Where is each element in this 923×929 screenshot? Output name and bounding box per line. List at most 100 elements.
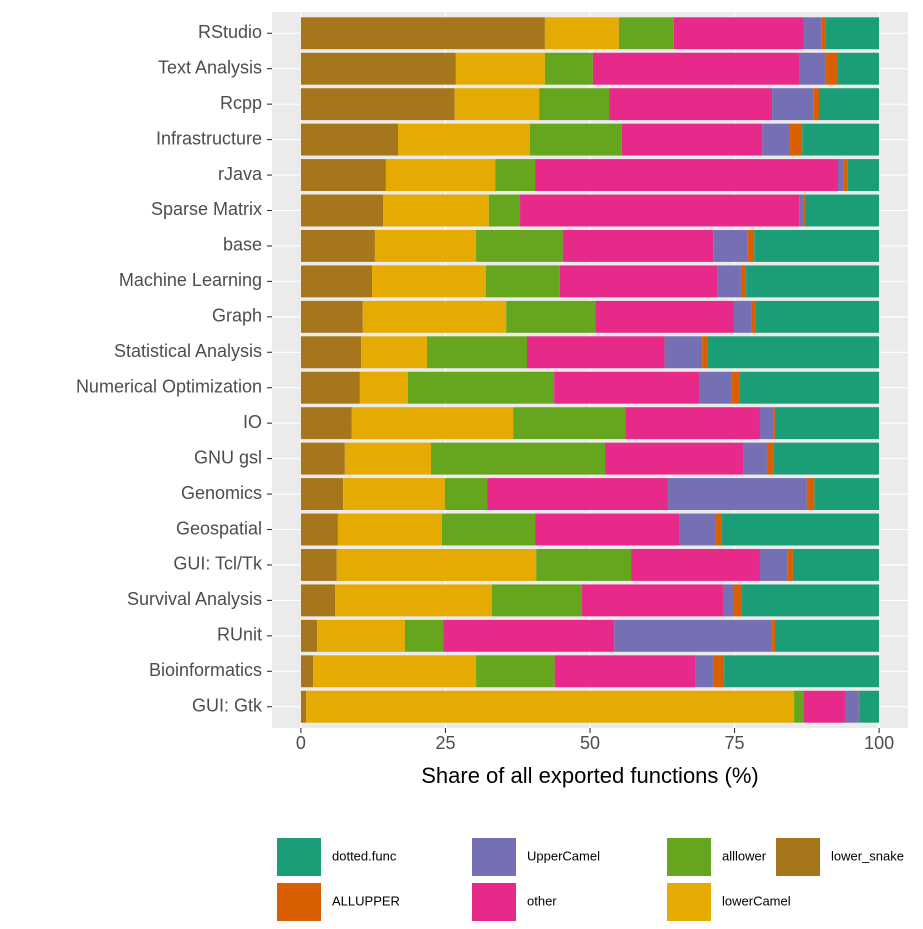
bar-segment	[792, 549, 880, 581]
bar-segment	[372, 265, 486, 298]
bar-segment	[300, 88, 455, 121]
bar-segment	[495, 159, 536, 191]
bar-segment	[595, 300, 734, 333]
y-tick-label: Rcpp	[220, 93, 262, 113]
x-axis-title: Share of all exported functions (%)	[421, 763, 759, 788]
y-tick-label: Infrastructure	[156, 128, 262, 148]
bar-segment	[359, 371, 408, 404]
bar-segment	[335, 584, 492, 617]
bar-segment	[361, 336, 427, 369]
bar-segment	[802, 123, 880, 156]
y-tick-label: Machine Learning	[119, 270, 262, 290]
bar-segment	[609, 88, 773, 121]
x-tick-label: 25	[435, 733, 455, 753]
bar-segment	[713, 655, 725, 688]
bar-segment	[772, 619, 776, 652]
legend-label: other	[527, 893, 557, 908]
bar-segment	[775, 619, 880, 652]
bar-segment	[747, 229, 755, 262]
bar-segment	[581, 584, 723, 617]
bar-segment	[485, 265, 560, 298]
bar-segment	[300, 442, 345, 475]
bar-segment	[668, 478, 807, 511]
bar-segment	[825, 52, 839, 85]
bar-segment	[673, 17, 804, 50]
bar-segment	[803, 194, 806, 227]
legend-key	[472, 883, 516, 921]
bar-segment	[317, 619, 405, 652]
bar-segment	[707, 336, 880, 369]
legend-label: lower_snake	[831, 848, 904, 863]
bar-segment	[664, 336, 703, 369]
bar-segment	[805, 194, 880, 227]
bar-segment	[825, 17, 880, 50]
x-tick-label: 0	[296, 733, 306, 753]
bar-segment	[476, 655, 555, 688]
legend-label: dotted.func	[332, 848, 397, 863]
bar-segment	[625, 407, 760, 440]
bar-segment	[554, 371, 700, 404]
bar-segment	[806, 478, 815, 511]
bar-segment	[337, 513, 442, 546]
bar-segment	[443, 619, 615, 652]
bar-segment	[535, 159, 839, 191]
bar-segment	[733, 584, 743, 617]
legend-label: UpperCamel	[527, 848, 600, 863]
y-tick-label: GNU gsl	[194, 447, 262, 467]
bar-segment	[300, 194, 384, 227]
bar-segment	[300, 371, 360, 404]
bar-segment	[699, 371, 732, 404]
bar-segment	[731, 371, 740, 404]
y-tick-label: GUI: Gtk	[192, 695, 263, 715]
bar-segment	[343, 478, 445, 511]
legend-key	[667, 883, 711, 921]
bar-segment	[858, 690, 861, 723]
bar-segment	[300, 407, 352, 440]
bar-segment	[614, 619, 773, 652]
bar-segment	[544, 17, 619, 50]
bar-segment	[536, 549, 632, 581]
bar-segment	[313, 655, 477, 688]
bar-segment	[455, 52, 545, 85]
legend-key	[472, 838, 516, 876]
bar-segment	[838, 52, 880, 85]
bar-segment	[300, 52, 456, 85]
bar-segment	[426, 336, 527, 369]
bar-segment	[506, 300, 596, 333]
bar-segment	[813, 88, 819, 121]
y-tick-label: Genomics	[181, 483, 262, 503]
bar-segment	[799, 194, 804, 227]
bar-segment	[799, 52, 826, 85]
bar-segment	[743, 442, 767, 475]
bar-segment	[679, 513, 717, 546]
bar-segment	[444, 478, 488, 511]
y-tick-label: GUI: Tcl/Tk	[173, 554, 263, 574]
bar-segment	[838, 159, 844, 191]
y-tick-label: Survival Analysis	[127, 589, 262, 609]
bar-segment	[717, 265, 741, 298]
bar-segment	[790, 123, 803, 156]
y-tick-label: RStudio	[198, 22, 262, 42]
bar-segment	[814, 478, 880, 511]
x-tick-label: 50	[580, 733, 600, 753]
bar-segment	[742, 584, 880, 617]
bar-segment	[755, 300, 880, 333]
legend-key	[277, 838, 321, 876]
bar-segment	[759, 407, 774, 440]
bar-segment	[300, 123, 399, 156]
legend-label: ALLUPPER	[332, 893, 400, 908]
bar-segment	[526, 336, 665, 369]
bar-segment	[843, 159, 848, 191]
bar-segment	[300, 513, 338, 546]
bar-segment	[476, 229, 563, 262]
legend-key	[277, 883, 321, 921]
bar-segment	[722, 584, 734, 617]
bar-segment	[702, 336, 708, 369]
bar-segment	[821, 17, 826, 50]
bar-segment	[300, 336, 362, 369]
bar-segment	[300, 549, 337, 581]
bar-segment	[844, 690, 859, 723]
bar-segment	[300, 655, 314, 688]
y-tick-label: Sparse Matrix	[151, 199, 262, 219]
bar-segment	[716, 513, 722, 546]
